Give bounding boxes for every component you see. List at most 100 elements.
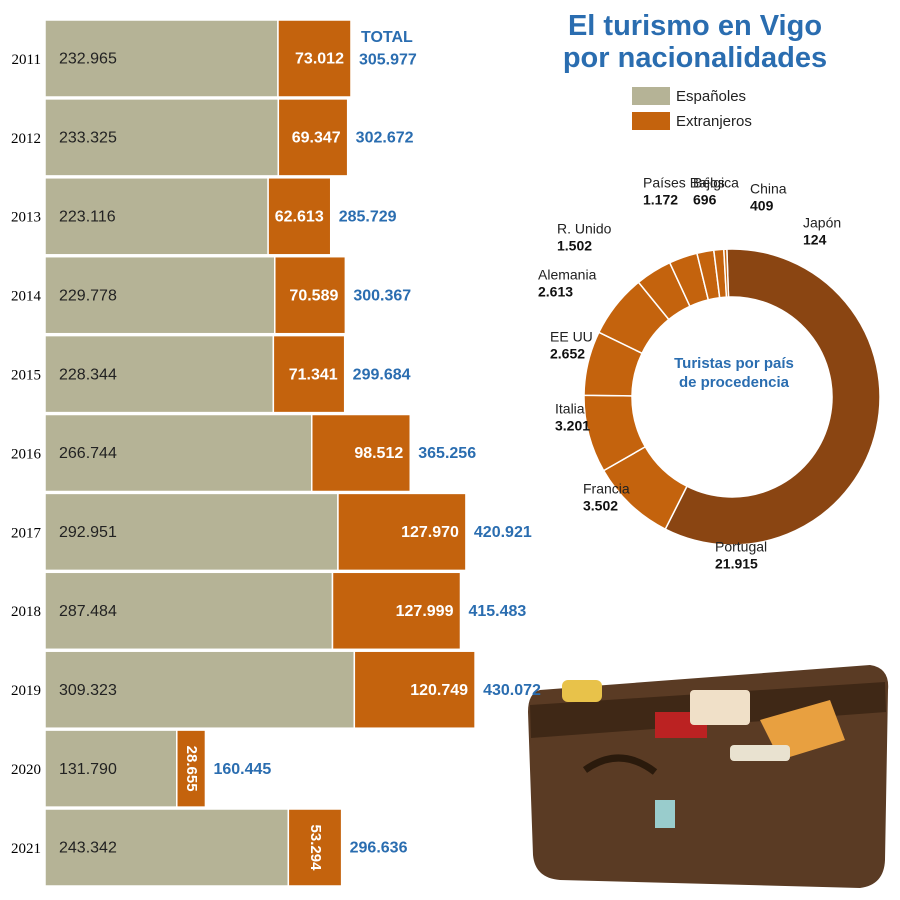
bar-segment	[44, 413, 313, 493]
chart-title: El turismo en Vigo por nacionalidades	[562, 10, 828, 74]
total-label: 365.256	[418, 445, 476, 462]
slice-name: Países Bajos	[643, 175, 725, 191]
total-label: 296.636	[350, 840, 408, 857]
slice-value: 124	[803, 232, 827, 248]
bar-segment	[310, 413, 412, 493]
slice-name: Alemania	[538, 267, 597, 283]
bar-segment	[287, 808, 343, 887]
total-label: 285.729	[339, 209, 397, 226]
value-label: 309.323	[59, 682, 117, 699]
y-tick-label: 2018	[11, 604, 41, 620]
value-label: 62.613	[275, 209, 324, 226]
bar-segment	[176, 729, 207, 808]
slice-value: 696	[693, 192, 717, 208]
value-label: 127.970	[401, 524, 459, 541]
total-label: 302.672	[356, 130, 414, 147]
value-label: 70.589	[289, 287, 338, 304]
bar-segment	[44, 808, 290, 887]
y-tick-label: 2012	[11, 131, 41, 147]
slice-name: Italia	[555, 401, 585, 417]
total-label: 305.977	[359, 52, 417, 69]
value-label: 232.965	[59, 51, 117, 68]
slice-name: EE UU	[550, 329, 593, 345]
bar-segment	[44, 729, 178, 808]
sticker	[562, 680, 602, 702]
bar-segment	[44, 334, 275, 414]
bar-segment	[44, 650, 356, 729]
bar-segment	[44, 177, 269, 256]
value-label: 120.749	[410, 682, 468, 699]
y-tick-label: 2016	[11, 446, 42, 462]
value-label: 266.744	[59, 445, 117, 462]
total-heading: TOTAL	[361, 29, 413, 46]
bar-segment	[353, 650, 476, 729]
suitcase-handle	[582, 754, 658, 775]
value-label: 127.999	[396, 603, 454, 620]
slice-value: 3.201	[555, 418, 590, 434]
slice-value: 1.502	[557, 238, 592, 254]
y-tick-label: 2011	[12, 52, 41, 68]
value-label: 223.116	[59, 209, 116, 226]
legend-swatch	[632, 112, 670, 130]
y-tick-label: 2020	[11, 762, 41, 778]
total-label: 300.367	[353, 287, 411, 304]
y-tick-label: 2013	[11, 210, 41, 226]
slice-value: 2.652	[550, 346, 585, 362]
value-label: 28.655	[183, 746, 200, 792]
bar-segment	[44, 98, 280, 177]
bar-segment	[44, 492, 339, 572]
donut-center-title: Turistas por país de procedencia	[674, 355, 794, 391]
total-label: 299.684	[353, 366, 411, 383]
donut-slice	[722, 248, 730, 298]
bar-segment	[277, 19, 352, 98]
value-label: 292.951	[59, 524, 117, 541]
legend-label: Extranjeros	[676, 113, 752, 130]
slice-name: Bélgica	[693, 175, 739, 191]
suitcase-illustration	[528, 665, 889, 888]
donut-slice	[664, 248, 881, 546]
value-label: 53.294	[307, 825, 324, 872]
total-label: 430.072	[483, 682, 541, 699]
slice-value: 409	[750, 198, 774, 214]
y-tick-label: 2021	[11, 841, 41, 857]
bar-segment	[272, 334, 346, 414]
bar-segment	[274, 255, 347, 335]
slice-name: R. Unido	[557, 221, 612, 237]
bar-segment	[267, 177, 332, 256]
bar-segment	[44, 571, 334, 651]
sticker	[730, 745, 790, 761]
bar-segment	[44, 19, 279, 98]
y-tick-label: 2014	[11, 289, 42, 305]
value-label: 71.341	[289, 366, 338, 383]
value-label: 229.778	[59, 287, 117, 304]
slice-name: Japón	[803, 215, 841, 231]
value-label: 131.790	[59, 761, 117, 778]
value-label: 98.512	[354, 445, 403, 462]
slice-name: Portugal	[715, 539, 767, 555]
slice-name: China	[750, 181, 787, 197]
value-label: 233.325	[59, 130, 117, 147]
bar-segment	[337, 492, 467, 572]
legend-label: Españoles	[676, 88, 746, 105]
slice-name: Francia	[583, 481, 630, 497]
sticker	[655, 800, 675, 828]
slice-value: 21.915	[715, 556, 758, 572]
total-label: 160.445	[213, 761, 271, 778]
value-label: 69.347	[292, 130, 341, 147]
slice-value: 1.172	[643, 192, 678, 208]
sticker	[690, 690, 750, 725]
y-tick-label: 2015	[11, 368, 41, 384]
total-label: 415.483	[468, 603, 526, 620]
value-label: 243.342	[59, 840, 117, 857]
slice-value: 2.613	[538, 284, 573, 300]
slice-value: 3.502	[583, 498, 618, 514]
y-tick-label: 2017	[11, 525, 42, 541]
value-label: 73.012	[295, 51, 344, 68]
bar-segment	[331, 571, 462, 651]
value-label: 228.344	[59, 366, 117, 383]
legend-swatch	[632, 87, 670, 105]
y-tick-label: 2019	[11, 683, 41, 699]
total-label: 420.921	[474, 524, 532, 541]
